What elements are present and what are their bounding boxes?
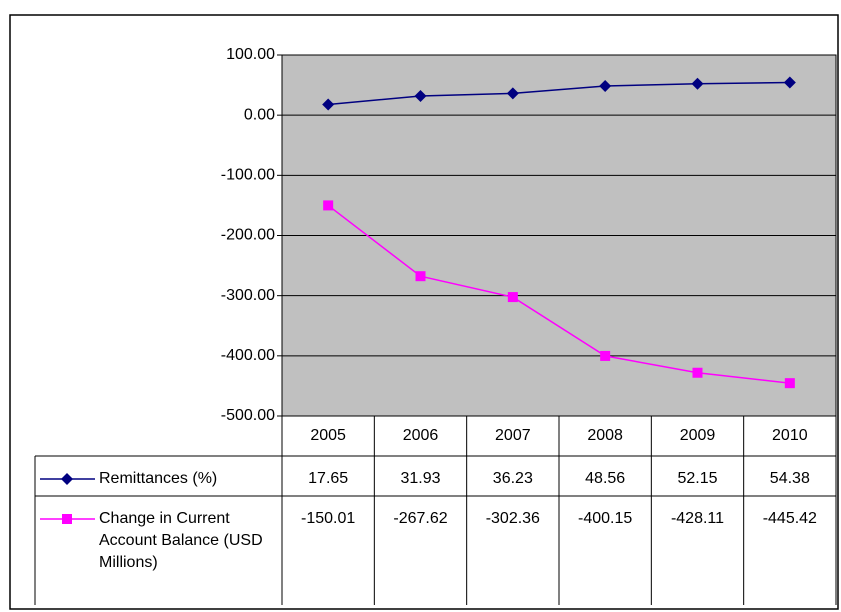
marker bbox=[692, 367, 703, 378]
data-table-value: 54.38 bbox=[770, 470, 810, 487]
x-tick-label: 2006 bbox=[403, 427, 439, 444]
legend-entry: Remittances (%) bbox=[99, 470, 218, 487]
x-tick-label: 2009 bbox=[680, 427, 716, 444]
x-tick-label: 2005 bbox=[310, 427, 346, 444]
data-table-value: 48.56 bbox=[585, 470, 625, 487]
marker bbox=[599, 79, 612, 92]
y-tick-label: -100.00 bbox=[221, 167, 275, 184]
data-table-value: -445.42 bbox=[763, 510, 817, 527]
data-table-value: -302.36 bbox=[486, 510, 540, 527]
marker bbox=[506, 87, 519, 100]
y-tick-label: -200.00 bbox=[221, 227, 275, 244]
legend-entry-box: Remittances (%) bbox=[99, 470, 218, 487]
x-tick-label: 2010 bbox=[772, 427, 808, 444]
marker bbox=[415, 271, 426, 282]
y-tick-label: -300.00 bbox=[221, 287, 275, 304]
legend-entry: Change in Current Account Balance (USD M… bbox=[99, 510, 263, 571]
data-table-value: -400.15 bbox=[578, 510, 632, 527]
series-line bbox=[328, 81, 790, 106]
y-tick-label: -400.00 bbox=[221, 347, 275, 364]
marker bbox=[784, 378, 795, 389]
marker bbox=[414, 89, 427, 102]
marker bbox=[600, 350, 611, 361]
y-tick-label: 100.00 bbox=[226, 46, 275, 63]
data-table-value: 17.65 bbox=[308, 470, 348, 487]
marker bbox=[323, 200, 334, 211]
data-table-value: 31.93 bbox=[400, 470, 440, 487]
legend-marker bbox=[61, 473, 73, 485]
marker bbox=[322, 98, 335, 111]
marker bbox=[691, 77, 704, 90]
y-tick-label: -500.00 bbox=[221, 407, 275, 424]
y-tick-label: 0.00 bbox=[244, 106, 275, 123]
series-line bbox=[327, 204, 790, 384]
x-tick-label: 2008 bbox=[587, 427, 623, 444]
data-table-value: -267.62 bbox=[393, 510, 447, 527]
legend-marker bbox=[62, 514, 72, 524]
data-table-value: 52.15 bbox=[677, 470, 717, 487]
legend-entry-box: Change in Current Account Balance (USD M… bbox=[99, 510, 263, 571]
data-table-value: -428.11 bbox=[671, 510, 724, 527]
data-table-value: -150.01 bbox=[301, 510, 355, 527]
x-tick-label: 2007 bbox=[495, 427, 531, 444]
data-table-value: 36.23 bbox=[493, 470, 533, 487]
marker bbox=[783, 76, 796, 89]
marker bbox=[507, 292, 518, 303]
